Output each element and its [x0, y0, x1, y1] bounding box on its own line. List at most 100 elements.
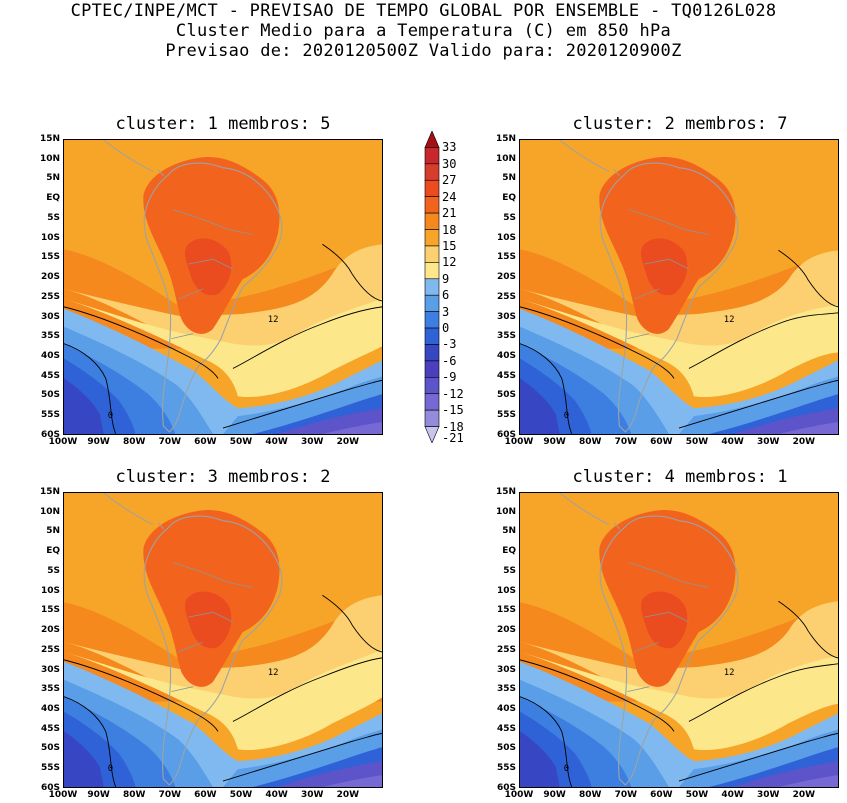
latitude-label: 45S: [40, 370, 60, 381]
color-legend-swatch: [424, 360, 440, 378]
latitude-label: 55S: [40, 763, 60, 774]
latitude-label: 15S: [496, 252, 516, 263]
latitude-label: 55S: [40, 410, 60, 421]
longitude-label: 70W: [158, 437, 182, 447]
longitude-label: 80W: [122, 437, 146, 447]
cold-band-minus15: [322, 775, 382, 787]
longitude-label: 80W: [122, 790, 146, 800]
latitude-label: 5N: [502, 526, 516, 537]
latitude-label: 35S: [496, 684, 516, 695]
latitude-label: 10N: [39, 153, 60, 164]
color-legend-swatch: [424, 327, 440, 345]
latitude-label: 25S: [40, 291, 60, 302]
latitude-label: 60S: [496, 782, 516, 793]
latitude-label: 40S: [496, 351, 516, 362]
color-legend-label: 21: [442, 206, 457, 221]
isotherm-line-12: [322, 594, 382, 653]
color-legend-label: -3: [442, 337, 457, 352]
contour-label-0: 0: [108, 764, 113, 774]
cold-band-minus6: [64, 378, 104, 434]
contour-label-0: 0: [564, 411, 569, 421]
map-panel-cluster-1: 12 0: [63, 139, 383, 435]
color-legend-label: 30: [442, 156, 457, 171]
header-title-line1: CPTEC/INPE/MCT - PREVISAO DE TEMPO GLOBA…: [70, 1, 777, 21]
color-legend-label: 6: [442, 288, 450, 303]
latitude-label: 40S: [496, 704, 516, 715]
latitude-label: 15N: [495, 487, 516, 497]
latitude-label: 30S: [496, 664, 516, 675]
color-legend-label: 18: [442, 222, 457, 237]
longitude-label: 60W: [194, 790, 217, 800]
longitude-label: 60W: [194, 437, 217, 447]
longitude-label: 60W: [650, 437, 673, 447]
color-legend-label: -6: [442, 353, 457, 368]
latitude-label: 50S: [496, 390, 516, 401]
color-legend-swatch: [424, 278, 440, 296]
panel-title-4: cluster: 4 membros: 1: [572, 467, 788, 487]
warm-core-24: [641, 238, 688, 296]
longitude-label: 80W: [578, 790, 602, 800]
latitude-label: EQ: [46, 193, 60, 204]
country-borders: [627, 209, 709, 340]
color-legend-label: 9: [442, 271, 450, 286]
color-legend-swatch: [424, 179, 440, 197]
latitude-label: 50S: [40, 743, 60, 754]
cold-band-minus15: [322, 422, 382, 434]
color-legend-swatch: [424, 262, 440, 280]
longitude-label: 100W: [48, 790, 78, 800]
longitude-label: 20W: [792, 790, 816, 800]
longitude-label: 70W: [614, 437, 638, 447]
isotherm-line-12: [778, 600, 838, 659]
contour-label-12: 12: [268, 668, 279, 678]
color-legend-swatch: [424, 426, 440, 443]
latitude-label: 60S: [40, 429, 60, 440]
color-legend-swatch: [424, 377, 440, 395]
latitude-label: 35S: [40, 684, 60, 695]
isotherm-line-12: [64, 306, 382, 379]
latitude-label: 25S: [496, 291, 516, 302]
latitude-label: 30S: [496, 311, 516, 322]
cold-band-minus15: [778, 422, 838, 434]
latitude-label: 20S: [40, 625, 60, 636]
color-legend-swatch: [424, 294, 440, 312]
contour-label-0: 0: [564, 764, 569, 774]
continent-coastline: [599, 162, 739, 433]
longitude-label: 40W: [265, 437, 288, 447]
warm-core-24: [185, 238, 232, 296]
latitude-label: 5S: [47, 212, 60, 223]
country-borders: [171, 209, 253, 340]
latitude-label: 5N: [46, 526, 60, 537]
isotherm-band-9: [64, 649, 382, 751]
color-legend-swatch: [424, 163, 440, 181]
color-legend-swatch: [424, 311, 440, 329]
latitude-label: 5S: [503, 212, 516, 223]
latitude-label: 30S: [40, 311, 60, 322]
color-legend-swatch: [424, 409, 440, 427]
map-panel-cluster-2: 12 0: [519, 139, 839, 435]
color-legend-swatch: [424, 131, 440, 148]
longitude-label: 20W: [792, 437, 816, 447]
central-america-coastline: [559, 493, 620, 530]
panel-title-3: cluster: 3 membros: 2: [115, 467, 331, 487]
latitude-label: 10S: [40, 232, 60, 243]
isotherm-line-12: [520, 306, 838, 379]
isotherm-line-12: [520, 659, 838, 732]
color-legend-label: 0: [442, 321, 450, 336]
central-america-coastline: [103, 140, 164, 177]
color-legend-swatch: [424, 196, 440, 214]
latitude-label: 20S: [496, 625, 516, 636]
longitude-label: 90W: [543, 790, 566, 800]
color-legend-label: 24: [442, 189, 457, 204]
isotherm-line-0: [520, 343, 838, 434]
latitude-label: 15N: [39, 134, 60, 144]
country-borders: [171, 562, 253, 693]
latitude-label: 50S: [496, 743, 516, 754]
panel-title-2: cluster: 2 membros: 7: [572, 114, 788, 134]
latitude-label: 20S: [496, 272, 516, 283]
longitude-label: 100W: [504, 437, 534, 447]
isotherm-line-12: [64, 657, 382, 732]
longitude-label: 30W: [756, 437, 780, 447]
color-legend-label: -18: [442, 419, 464, 434]
isotherm-band-9: [64, 298, 382, 398]
longitude-label: 30W: [756, 790, 780, 800]
